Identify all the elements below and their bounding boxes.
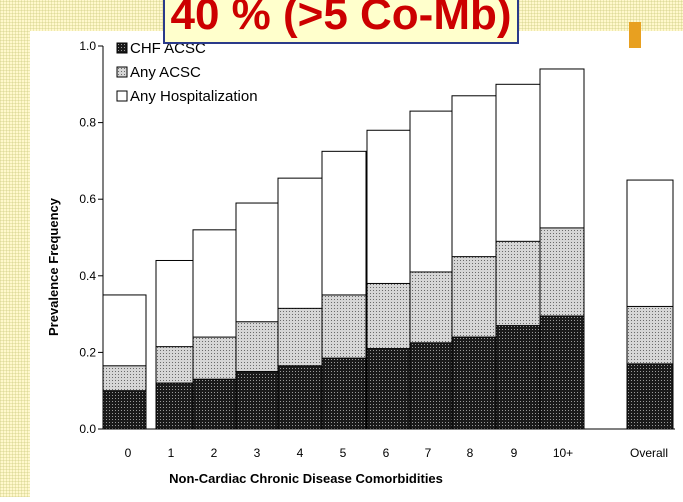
y-axis-label: Prevalence Frequency [46, 197, 61, 336]
slide-title: 40 % (>5 Co-Mb) [170, 0, 512, 39]
x-tick-label: 5 [340, 446, 347, 460]
legend-label: Any ACSC [130, 64, 201, 81]
x-axis-label: Non-Cardiac Chronic Disease Comorbiditie… [169, 471, 443, 486]
y-tick-label: 0.8 [79, 116, 96, 130]
legend-label: Any Hospitalization [130, 88, 258, 105]
x-tick-label: 4 [297, 446, 304, 460]
x-tick-label: 3 [254, 446, 261, 460]
bar-chf-acsc-8 [451, 336, 497, 430]
x-tick-label: 2 [211, 446, 218, 460]
bar-chf-acsc-9 [495, 325, 541, 430]
legend-swatch-0 [116, 42, 128, 54]
x-tick-label: 10+ [553, 446, 573, 460]
chart-frame: 0.0 0.2 0.4 0.6 0.8 1.0 0 1 2 3 4 5 6 7 8 9 10+ Overall C… [30, 31, 683, 497]
x-tick-label: 7 [425, 446, 432, 460]
y-tick-label: 0.6 [79, 192, 96, 206]
x-tick-label: 1 [168, 446, 175, 460]
x-tick-label: 0 [125, 446, 132, 460]
legend-swatch-2 [116, 90, 128, 102]
legend-label: CHF ACSC [130, 40, 206, 57]
orange-accent-mark [629, 22, 641, 48]
chart: 0.0 0.2 0.4 0.6 0.8 1.0 0 1 2 3 4 5 6 7 8 9 10+ Overall C… [46, 39, 675, 486]
bar-chf-acsc-4 [277, 365, 323, 430]
bar-chf-acsc-2 [192, 378, 237, 430]
bar-chf-acsc-6 [366, 348, 411, 430]
x-tick-label: 9 [511, 446, 518, 460]
bar-chf-acsc-overall [626, 363, 674, 430]
y-tick-label: 0.2 [79, 345, 96, 359]
y-tick-label: 0.0 [79, 422, 96, 436]
bar-chf-acsc-10plus [539, 315, 585, 430]
x-tick-label: Overall [630, 446, 668, 460]
y-tick-label: 0.4 [79, 269, 96, 283]
slide-title-box: 40 % (>5 Co-Mb) [163, 0, 519, 44]
bar-chf-acsc-0 [102, 390, 147, 430]
bar-chf-acsc-5 [321, 357, 367, 430]
bar-chf-acsc-3 [235, 371, 280, 430]
bar-chf-acsc-7 [409, 342, 454, 430]
y-tick-label: 1.0 [79, 39, 96, 53]
x-tick-label: 8 [467, 446, 474, 460]
legend-swatch-1 [116, 66, 128, 78]
x-tick-label: 6 [383, 446, 390, 460]
